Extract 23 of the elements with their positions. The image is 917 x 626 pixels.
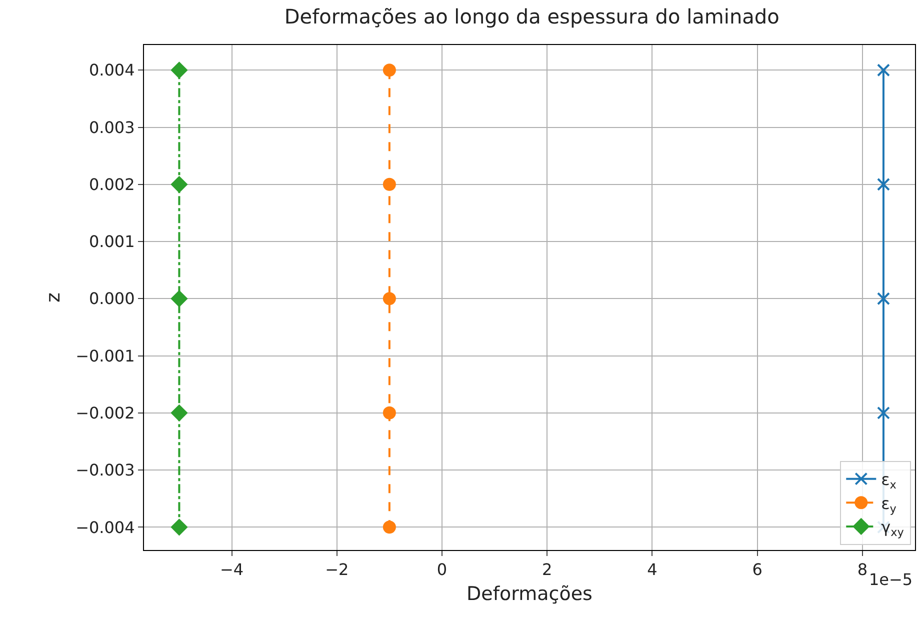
y-tick-label: −0.001 [76, 346, 135, 366]
y-tick-label: 0.003 [88, 118, 135, 137]
x-tick-label: 0 [436, 560, 448, 580]
y-tick-label: 0.000 [88, 289, 135, 308]
y-tick-label: −0.002 [76, 404, 135, 422]
y-tick-label: 0.002 [88, 174, 135, 194]
y-tick-label: 0.001 [88, 232, 135, 252]
y-tick-label: −0.004 [76, 518, 135, 537]
x-tick-label: −4 [220, 560, 244, 580]
x-tick-label: 8 [857, 560, 868, 580]
legend-label: ε$_{x}$ [881, 470, 897, 492]
x-tick-label: 2 [542, 560, 552, 580]
legend-label: ε$_{y}$ [881, 494, 897, 516]
x-tick-label: 4 [647, 560, 658, 580]
text: 1e−5 [869, 570, 913, 589]
x-axis-title: Deformações [466, 583, 592, 605]
chart-title: Deformações ao longo da espessura do laminado [284, 4, 780, 28]
y-tick-label: 0.004 [88, 60, 135, 80]
x-tick-label: −2 [325, 560, 349, 580]
x-tick-label: 6 [752, 560, 762, 580]
y-axis-title: z [42, 292, 64, 302]
legend-label: γ$_{xy}$ [881, 518, 904, 540]
y-tick-label: −0.003 [76, 460, 135, 480]
